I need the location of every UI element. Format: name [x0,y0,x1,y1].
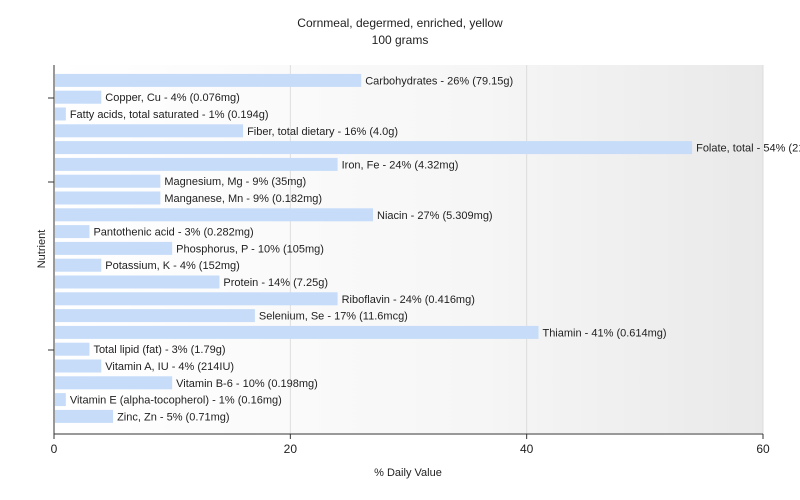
bar [55,309,255,323]
chart-title: Cornmeal, degermed, enriched, yellow [297,16,503,30]
bar [55,342,90,356]
x-tick-label: 60 [756,442,770,456]
bar-label: Vitamin E (alpha-tocopherol) - 1% (0.16m… [70,395,282,407]
bar-label: Selenium, Se - 17% (11.6mcg) [259,311,408,323]
x-tick-label: 0 [51,442,58,456]
bar-label: Iron, Fe - 24% (4.32mg) [342,159,459,171]
bar-label: Fatty acids, total saturated - 1% (0.194… [70,109,269,121]
bar [55,292,338,306]
bar-label: Thiamin - 41% (0.614mg) [542,327,666,339]
bar [55,393,66,407]
bar-label: Manganese, Mn - 9% (0.182mg) [164,193,322,205]
bar [55,174,161,188]
bar-label: Zinc, Zn - 5% (0.71mg) [117,411,229,423]
bars [55,73,693,423]
bar-label: Folate, total - 54% (215mcg) [696,143,800,155]
bar [55,191,161,205]
bar [55,141,693,155]
bar-label: Phosphorus, P - 10% (105mg) [176,243,324,255]
bar [55,275,220,289]
bar [55,241,173,255]
bar [55,359,102,373]
x-axis-label: % Daily Value [374,467,442,479]
bar [55,258,102,272]
bar-label: Potassium, K - 4% (152mg) [105,260,240,272]
bar-label: Magnesium, Mg - 9% (35mg) [164,176,306,188]
gridlines [289,65,764,434]
bar-label: Vitamin B-6 - 10% (0.198mg) [176,378,318,390]
bar-label: Niacin - 27% (5.309mg) [377,210,493,222]
x-tick-label: 20 [284,442,298,456]
bar [55,157,338,171]
bar [55,208,374,222]
x-tick-label: 40 [520,442,534,456]
bar-label: Riboflavin - 24% (0.416mg) [342,294,475,306]
bar-label: Total lipid (fat) - 3% (1.79g) [93,344,225,356]
bar [55,376,173,390]
bar [55,73,362,87]
bar-label: Carbohydrates - 26% (79.15g) [365,75,513,87]
bar-labels: Carbohydrates - 26% (79.15g) Copper, Cu -… [70,75,800,423]
bar [55,90,102,104]
bar [55,107,66,121]
bar-label: Vitamin A, IU - 4% (214IU) [105,361,234,373]
bar [55,124,244,138]
axes [48,65,763,435]
bar-label: Protein - 14% (7.25g) [223,277,328,289]
bar [55,225,90,239]
bar-label: Pantothenic acid - 3% (0.282mg) [93,227,253,239]
bar-label: Copper, Cu - 4% (0.076mg) [105,92,240,104]
bar [55,409,114,423]
chart-subtitle: 100 grams [372,33,429,47]
y-axis-label: Nutrient [36,230,48,269]
bar-label: Fiber, total dietary - 16% (4.0g) [247,126,398,138]
bar [55,325,539,339]
x-ticks: 0 20 40 60 [51,434,770,456]
